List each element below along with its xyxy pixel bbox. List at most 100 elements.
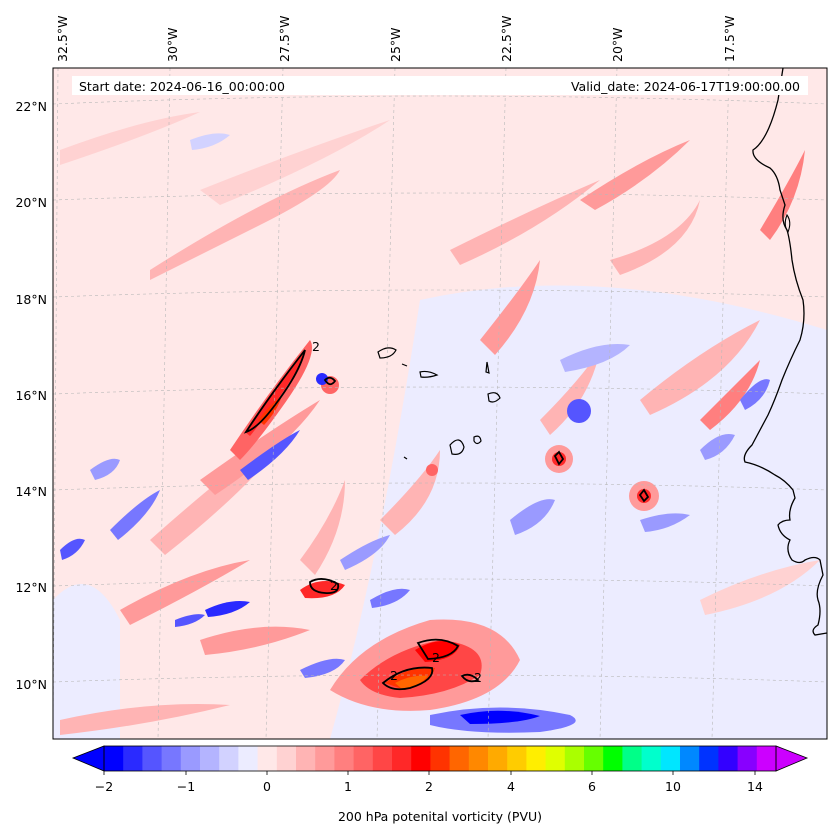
colorbar-cell [718, 746, 738, 771]
colorbar-frame [103, 745, 777, 772]
grid-meridian [599, 68, 618, 739]
lon-label: 30°W [165, 27, 180, 62]
pv-contour [243, 349, 306, 434]
island-outline [473, 435, 482, 445]
colorbar-cell [296, 746, 316, 771]
colorbar-ticks [103, 771, 756, 775]
pv-field-low-zone-west [53, 584, 120, 739]
colorbar-cell [564, 746, 585, 771]
lon-label: 25°W [388, 27, 403, 62]
pv-negative-blob [240, 430, 300, 480]
pv-negative-blob [110, 490, 160, 540]
longitude-labels: 32.5°W 30°W 27.5°W 25°W 22.5°W 20°W 17.5… [55, 16, 737, 62]
pv-maximum [637, 489, 651, 503]
pv-negative-blob [340, 535, 390, 570]
pv-streak [640, 320, 760, 415]
grid-meridian [487, 68, 507, 739]
colorbar-cell [680, 746, 700, 771]
pv-negative-blob [175, 614, 205, 627]
colorbar-tick-label: −2 [95, 779, 113, 794]
lat-label: 20°N [15, 195, 47, 210]
lon-label: 22.5°W [499, 16, 514, 62]
pv-high-core [395, 675, 428, 689]
pv-negative-blob [190, 133, 230, 150]
latitude-labels: 22°N 20°N 18°N 16°N 14°N 12°N 10°N [15, 99, 47, 692]
grid-meridian [265, 68, 284, 739]
contour-labels: 2 2 2 2 2 [312, 339, 482, 685]
colorbar-cell [526, 746, 546, 771]
colorbar-cell [545, 746, 566, 771]
grid-parallel [53, 289, 827, 298]
pv-contour [416, 638, 460, 660]
colorbar-cell [622, 746, 642, 771]
colorbar-cell [142, 746, 162, 771]
pv-negative-blob [640, 513, 690, 532]
lat-label: 18°N [15, 292, 47, 307]
pv-negative-blob [60, 538, 85, 560]
pv-negative-blob [90, 458, 120, 480]
colorbar-tick-label: 6 [588, 779, 596, 794]
island-outline [377, 347, 397, 359]
colorbar-cell [584, 746, 604, 771]
grid-parallel [53, 578, 827, 587]
pv-streak [380, 450, 440, 535]
colorbar-cell [603, 746, 623, 771]
pv-positive-streaks [60, 112, 820, 735]
colorbar-cell [392, 746, 412, 771]
grid-parallel [53, 674, 827, 683]
islands [377, 347, 501, 460]
contour-label: 2 [432, 650, 440, 665]
colorbar-extend-min [71, 745, 105, 772]
colorbar: −2 −1 0 1 2 4 6 10 14 200 hPa potenital … [71, 745, 809, 824]
contour-label: 2 [330, 578, 338, 593]
colorbar-tick-label: 2 [425, 779, 433, 794]
pv-streak [760, 150, 805, 240]
pv-streak [200, 626, 310, 655]
lat-label: 10°N [15, 677, 47, 692]
island-outline [419, 370, 439, 378]
colorbar-extend-max [775, 745, 809, 772]
colorbar-cell [315, 746, 335, 771]
contour-label: 2 [312, 339, 320, 354]
colorbar-cell [411, 746, 431, 771]
colorbar-tick-labels: −2 −1 0 1 2 4 6 10 14 [95, 779, 763, 794]
colorbar-tick-label: 14 [747, 779, 763, 794]
coastline [784, 213, 791, 234]
colorbar-cell [737, 746, 758, 771]
pv-negative-blob [205, 601, 250, 617]
pv-streak [200, 120, 390, 205]
pv-negative-features [60, 133, 770, 733]
pv-negative-blob [567, 399, 591, 423]
pv-streak [700, 360, 760, 430]
pv-contour [381, 666, 434, 691]
lon-label: 17.5°W [722, 16, 737, 62]
pv-streak [540, 350, 600, 435]
pv-contour [553, 450, 565, 466]
pv-negative-blob [560, 344, 630, 372]
colorbar-cell [699, 746, 719, 771]
colorbar-cell [641, 746, 662, 771]
colorbar-cell [104, 746, 124, 771]
colorbar-cell [219, 746, 239, 771]
colorbar-cell [334, 746, 354, 771]
map-panel: 2 2 2 2 2 [52, 67, 828, 740]
colorbar-cell [449, 746, 470, 771]
pv-negative-blob [740, 379, 770, 410]
graticule [53, 68, 827, 739]
date-banner: Start date: 2024-06-16_00:00:00 Valid_da… [72, 76, 808, 95]
pv-streak [300, 480, 345, 575]
colorbar-cell [161, 746, 182, 771]
colorbar-tick-label: 10 [665, 779, 681, 794]
lon-label: 27.5°W [277, 16, 292, 62]
colorbar-cell [353, 746, 374, 771]
grid-meridian [157, 68, 171, 739]
colorbar-cell [507, 746, 527, 771]
colorbar-cell [660, 746, 681, 771]
date-banner-background [72, 76, 808, 95]
colorbar-cell [756, 746, 777, 771]
colorbar-cells [104, 746, 777, 771]
lon-label: 20°W [610, 27, 625, 62]
colorbar-cell [372, 746, 393, 771]
colorbar-cell [468, 746, 489, 771]
